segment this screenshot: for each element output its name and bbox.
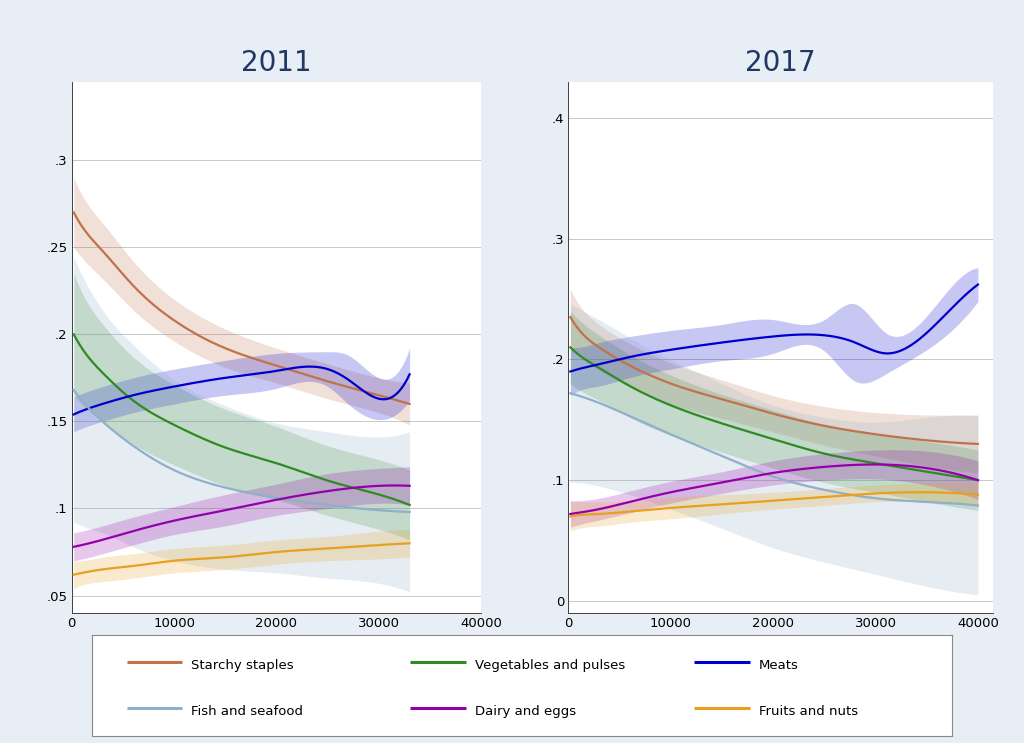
Text: Vegetables and pulses: Vegetables and pulses bbox=[475, 659, 626, 672]
X-axis label: Household expenditure per capita (2017USD): Household expenditure per capita (2017US… bbox=[638, 636, 924, 649]
Text: Meats: Meats bbox=[759, 659, 799, 672]
Text: Fish and seafood: Fish and seafood bbox=[191, 705, 303, 718]
Text: Dairy and eggs: Dairy and eggs bbox=[475, 705, 577, 718]
Text: Fruits and nuts: Fruits and nuts bbox=[759, 705, 858, 718]
Title: 2011: 2011 bbox=[242, 48, 311, 77]
Text: Starchy staples: Starchy staples bbox=[191, 659, 294, 672]
Title: 2017: 2017 bbox=[745, 48, 816, 77]
X-axis label: Household expenditure per capita (2011USD): Household expenditure per capita (2011US… bbox=[134, 636, 419, 649]
